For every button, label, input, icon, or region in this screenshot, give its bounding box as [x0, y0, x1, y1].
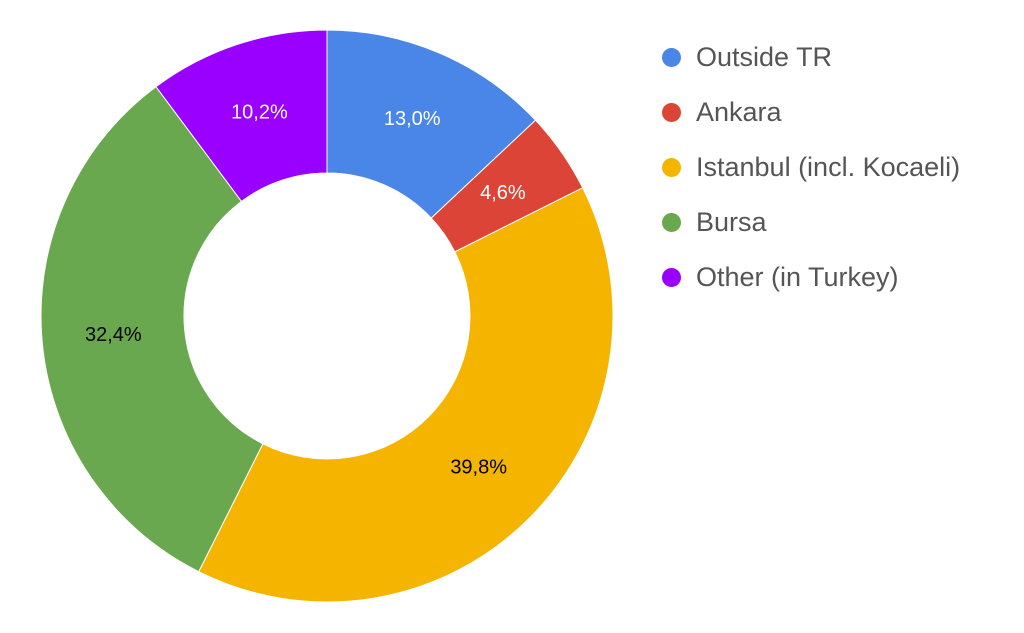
legend-item-istanbul-incl-kocaeli: Istanbul (incl. Kocaeli) — [662, 140, 960, 195]
legend-swatch — [662, 158, 681, 177]
slice-label-ankara: 4,6% — [480, 182, 526, 204]
legend-label: Istanbul (incl. Kocaeli) — [696, 152, 961, 182]
slice-istanbul-incl-kocaeli — [198, 187, 614, 603]
slice-outside-tr — [326, 29, 537, 219]
legend-item-ankara: Ankara — [662, 85, 960, 140]
slice-bursa — [40, 86, 264, 573]
slice-label-outside-tr: 13,0% — [384, 108, 441, 130]
slice-label-istanbul-incl-kocaeli: 39,8% — [450, 457, 507, 479]
legend-label: Bursa — [696, 207, 767, 237]
slice-other-in-turkey — [155, 29, 328, 203]
chart-legend: Outside TR Ankara Istanbul (incl. Kocaeli)… — [662, 30, 960, 305]
legend-swatch — [662, 103, 681, 122]
slice-label-other-in-turkey: 10,2% — [231, 101, 288, 123]
legend-swatch — [662, 213, 681, 232]
legend-label: Ankara — [696, 97, 782, 127]
legend-item-other-in-turkey: Other (in Turkey) — [662, 250, 960, 305]
legend-item-outside-tr: Outside TR — [662, 30, 960, 85]
legend-item-bursa: Bursa — [662, 195, 960, 250]
slice-label-bursa: 32,4% — [85, 324, 142, 346]
legend-swatch — [662, 268, 681, 287]
legend-label: Outside TR — [696, 42, 833, 72]
legend-swatch — [662, 48, 681, 67]
legend-label: Other (in Turkey) — [696, 262, 899, 292]
